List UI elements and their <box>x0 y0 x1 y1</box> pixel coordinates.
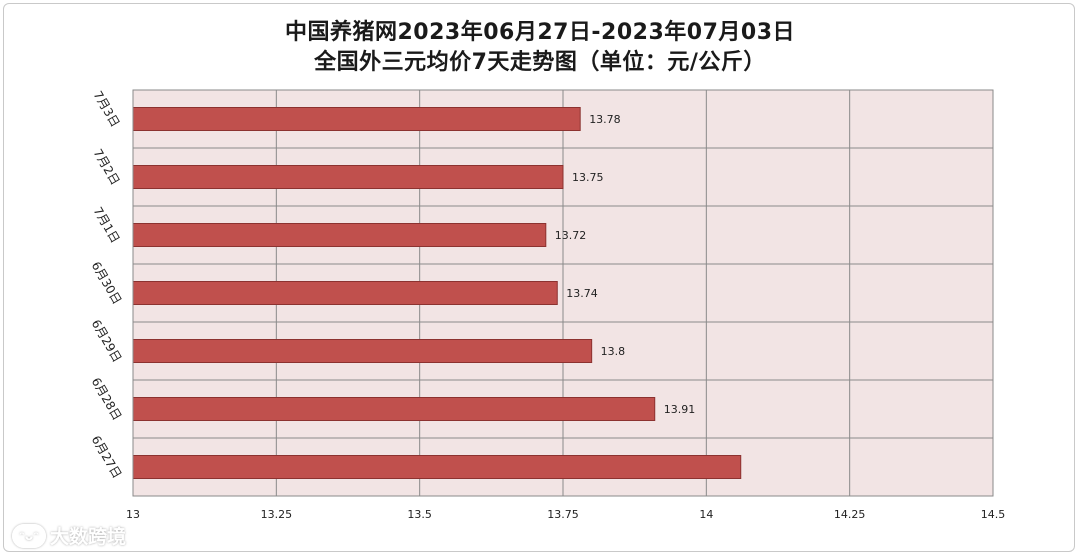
bar <box>132 223 547 247</box>
data-label: 13.72 <box>555 229 587 242</box>
x-tick-label: 14.25 <box>834 508 866 521</box>
category-label: 6月28日 <box>89 375 125 423</box>
category-label: 7月1日 <box>91 204 123 245</box>
category-label: 6月30日 <box>89 259 125 307</box>
category-label: 6月27日 <box>89 433 125 481</box>
data-label: 13.78 <box>589 113 621 126</box>
x-tick-label: 13.5 <box>407 508 432 521</box>
watermark-logo-icon: ᵔᴗᵔ <box>12 523 46 548</box>
plot-border <box>132 89 994 497</box>
chart-frame <box>3 3 1075 552</box>
chart-title: 中国养猪网2023年06月27日-2023年07月03日 <box>284 20 796 45</box>
bar <box>132 107 581 131</box>
bar <box>132 397 656 421</box>
data-label: 13.74 <box>566 287 598 300</box>
x-tick-label: 13.25 <box>261 508 293 521</box>
bar <box>132 281 558 305</box>
x-tick-label: 14 <box>699 508 713 521</box>
bar <box>132 339 593 363</box>
x-tick-label: 13 <box>126 508 140 521</box>
data-label: 13.75 <box>572 171 604 184</box>
watermark-text: 大数跨境 <box>50 526 127 548</box>
category-label: 6月29日 <box>89 317 125 365</box>
data-label: 13.8 <box>601 345 626 358</box>
data-label: 13.91 <box>664 403 696 416</box>
category-label: 7月3日 <box>91 88 123 129</box>
bar <box>132 165 564 189</box>
x-tick-label: 14.5 <box>981 508 1006 521</box>
category-label: 7月2日 <box>91 146 123 187</box>
bar <box>132 455 742 479</box>
watermark: ᵔᴗᵔ 大数跨境 <box>12 522 126 549</box>
chart-subtitle: 全国外三元均价7天走势图（单位：元/公斤） <box>314 50 766 75</box>
x-tick-label: 13.75 <box>547 508 579 521</box>
